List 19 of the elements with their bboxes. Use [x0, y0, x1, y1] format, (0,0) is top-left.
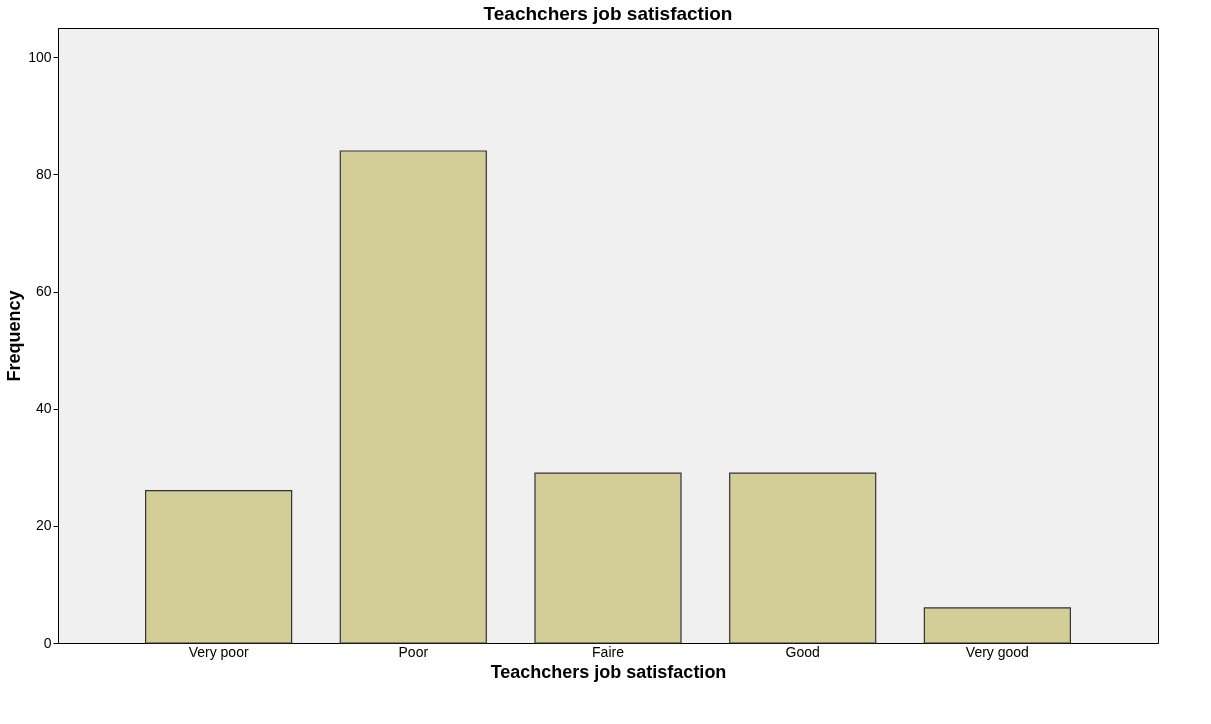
- x-tick-label: Very good: [965, 643, 1029, 660]
- y-tick-label: 40: [35, 400, 52, 417]
- y-tick-label: 100: [28, 48, 52, 65]
- x-tick-label: Poor: [398, 643, 429, 660]
- y-axis-title: Frequency: [4, 290, 25, 382]
- bar: [534, 472, 682, 644]
- bar: [145, 490, 293, 644]
- chart-title: Teachchers job satisfaction: [483, 3, 733, 24]
- x-axis-title: Teachchers job satisfaction: [490, 661, 727, 682]
- y-tick-label: 20: [35, 517, 52, 534]
- x-tick-label: Faire: [592, 643, 625, 660]
- y-tick-label: 60: [35, 283, 52, 300]
- bar: [923, 607, 1071, 644]
- y-tick-label: 0: [43, 634, 52, 651]
- bar: [729, 472, 877, 644]
- bar: [339, 150, 487, 644]
- x-tick-label: Good: [785, 643, 820, 660]
- y-tick-label: 80: [35, 165, 52, 182]
- x-tick-label: Very poor: [188, 643, 249, 660]
